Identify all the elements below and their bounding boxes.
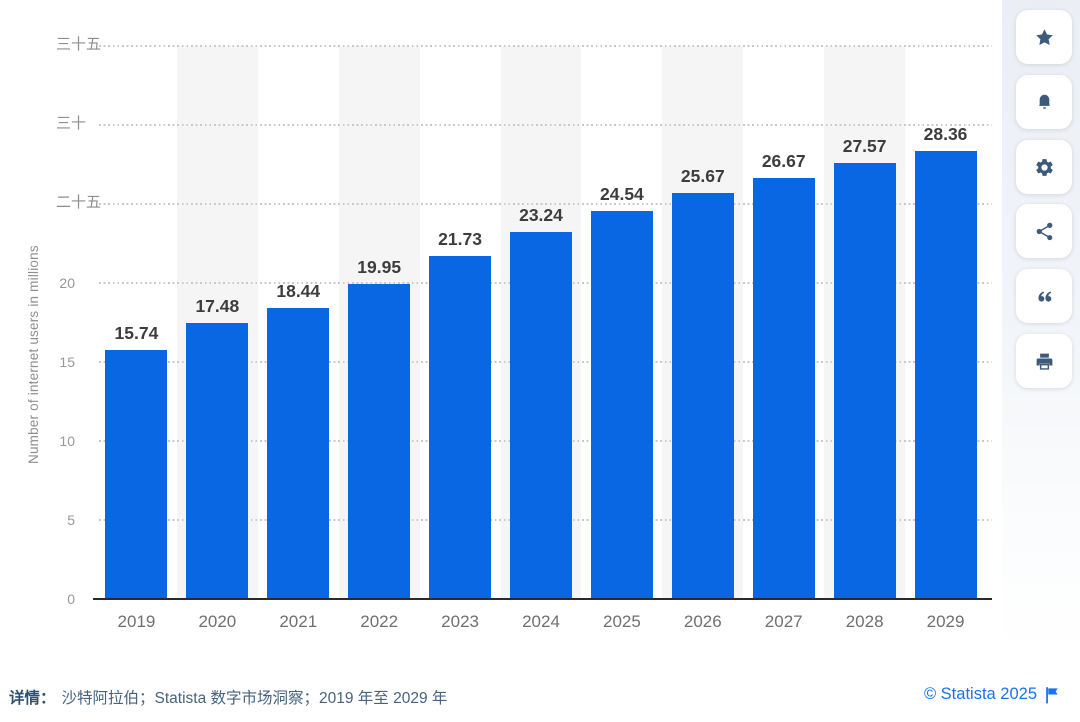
y-tick-label: 10 <box>59 433 75 449</box>
y-axis-title: Number of internet users in millions <box>26 245 41 464</box>
star-icon <box>1035 28 1053 45</box>
x-tick-label: 2019 <box>117 612 156 631</box>
bar[interactable] <box>105 350 168 599</box>
favorite-button[interactable] <box>1016 10 1072 64</box>
x-tick-label: 2025 <box>602 612 641 631</box>
bar-value-label: 28.36 <box>923 123 968 144</box>
x-axis-line <box>93 597 992 600</box>
report-flag-icon <box>1046 686 1058 704</box>
report-flag-button[interactable] <box>1045 686 1060 704</box>
bar[interactable] <box>833 163 896 599</box>
grid-line <box>99 124 992 126</box>
x-tick-label: 2028 <box>845 612 884 631</box>
bell-icon <box>1038 94 1050 109</box>
source-details: 详情： 沙特阿拉伯；Statista 数字市场洞察；2019 年至 2029 年 <box>9 686 447 708</box>
bar[interactable] <box>590 211 653 599</box>
share-button[interactable] <box>1016 204 1072 258</box>
gear-icon <box>1035 158 1053 176</box>
grid-line <box>99 203 992 205</box>
x-tick-label: 2022 <box>360 612 399 631</box>
y-tick-label: 三十 <box>56 115 87 132</box>
grid-line <box>99 45 992 47</box>
settings-button[interactable] <box>1016 140 1072 194</box>
bar[interactable] <box>914 150 977 599</box>
y-tick-label: 20 <box>59 275 75 291</box>
print-button[interactable] <box>1016 334 1072 388</box>
y-tick-label: 0 <box>67 591 75 607</box>
x-tick-label: 2027 <box>764 612 803 631</box>
bar[interactable] <box>510 231 572 599</box>
print-icon <box>1036 353 1052 370</box>
x-tick-label: 2020 <box>198 612 237 631</box>
notifications-button[interactable] <box>1016 75 1072 129</box>
y-tick-label: 15 <box>59 354 75 370</box>
bar-value-label: 17.48 <box>195 295 240 316</box>
share-icon <box>1036 222 1052 240</box>
bar-value-label: 21.73 <box>438 228 482 249</box>
quote-icon <box>1037 291 1051 302</box>
bar-value-label: 18.44 <box>276 280 321 301</box>
y-tick-label: 5 <box>67 512 75 528</box>
x-tick-label: 2021 <box>279 612 318 631</box>
bar-value-label: 24.54 <box>600 184 644 205</box>
bar-value-label: 27.57 <box>842 136 887 157</box>
bar-value-label: 15.74 <box>114 323 159 344</box>
x-tick-label: 2024 <box>522 612 560 631</box>
details-text: 沙特阿拉伯；Statista 数字市场洞察；2019 年至 2029 年 <box>61 690 448 707</box>
bar[interactable] <box>671 193 734 599</box>
details-label: 详情： <box>9 690 56 707</box>
bar[interactable] <box>186 322 249 599</box>
bar-value-label: 19.95 <box>357 256 402 277</box>
bar[interactable] <box>348 283 411 599</box>
copyright-area: © Statista 2025 <box>924 685 1060 704</box>
statista-copyright-link[interactable]: © Statista 2025 <box>923 685 1037 703</box>
bar[interactable] <box>752 177 815 599</box>
x-tick-label: 2029 <box>926 612 965 631</box>
bar-value-label: 25.67 <box>680 166 725 187</box>
x-tick-label: 2026 <box>683 612 722 631</box>
x-tick-label: 2023 <box>441 612 479 631</box>
bar-value-label: 26.67 <box>761 150 806 171</box>
y-tick-label: 三十五 <box>56 36 102 53</box>
cite-button[interactable] <box>1016 269 1072 323</box>
bar[interactable] <box>429 255 492 599</box>
y-tick-label: 二十五 <box>56 194 102 211</box>
bar[interactable] <box>267 307 330 599</box>
bar-value-label: 23.24 <box>519 204 563 225</box>
